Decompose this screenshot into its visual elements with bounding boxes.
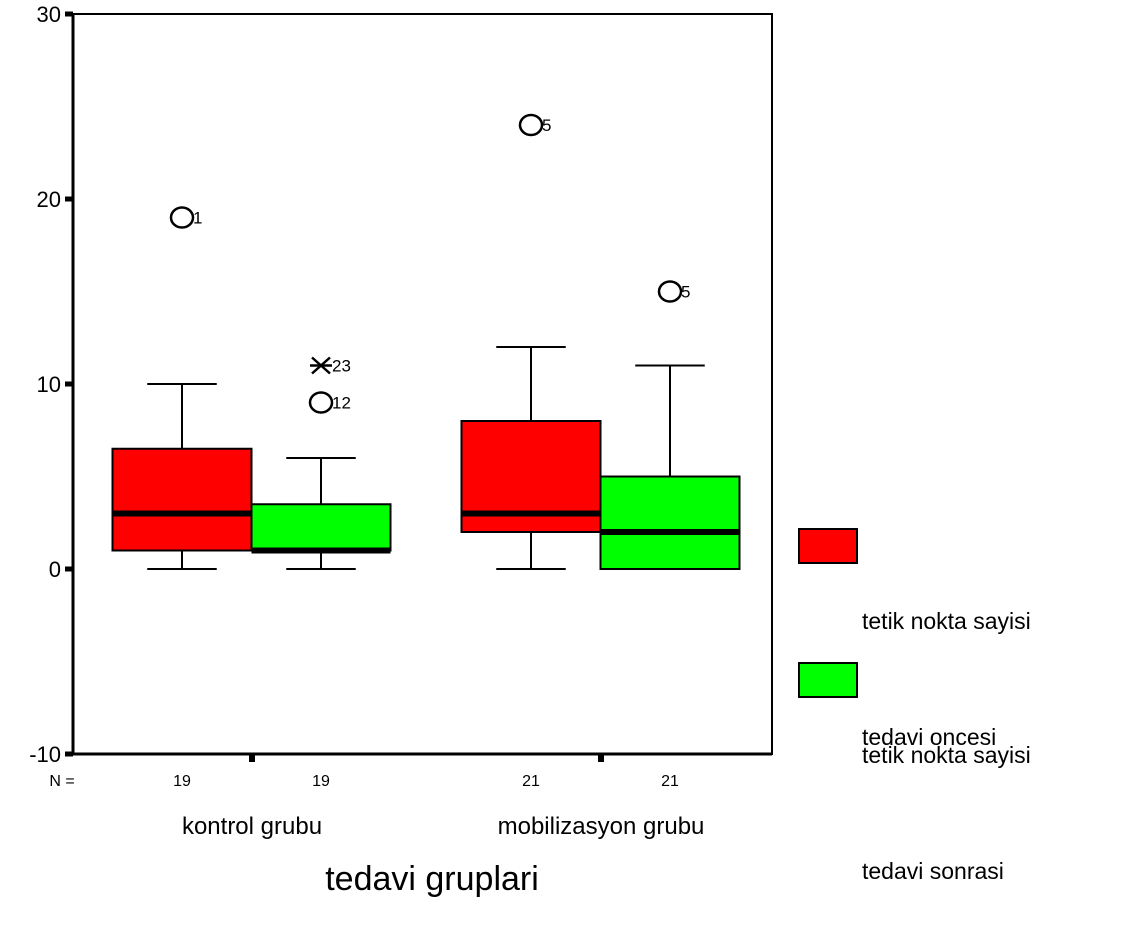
y-tick-label-10: 10 [37,372,61,397]
box-s0-g0 [111,447,253,552]
y-tick-20 [65,196,73,202]
outlier-circle-s0-g1-0 [518,113,544,137]
x-tick-0 [249,754,255,762]
y-tick--10 [65,751,73,757]
outlier-circle-s0-g0-0 [169,206,195,229]
legend: tetik nokta sayisi tedavi oncesi tetik n… [798,528,1118,884]
n-value-s0-g0: 19 [173,773,191,790]
y-tick-label-20: 20 [37,187,61,212]
outlier-label-s0-g0-0: 1 [193,209,202,228]
outlier-circle-s1-g1-0 [657,280,683,303]
outlier-label-s0-g1-0: 5 [542,116,551,135]
n-value-s0-g1: 21 [522,773,540,790]
y-tick-label--10: -10 [29,742,61,767]
outlier-label-s1-g0-1: 12 [332,394,351,413]
n-prefix-label: N = [49,773,74,790]
legend-label-after-line2: tedavi sonrasi [862,858,1004,884]
category-label-0: kontrol grubu [182,813,322,840]
legend-swatch-before [798,528,858,564]
y-tick-0 [65,566,73,572]
outlier-label-s1-g1-0: 5 [681,283,690,302]
category-label-1: mobilizasyon grubu [498,813,705,840]
legend-item-after: tetik nokta sayisi tedavi sonrasi [798,662,1118,884]
outlier-circle-s1-g0-1 [308,391,334,414]
x-axis-title: tedavi gruplari [325,860,539,898]
legend-item-before: tetik nokta sayisi tedavi oncesi [798,528,1118,750]
legend-label-before-line2: tedavi oncesi [862,724,997,750]
y-tick-30 [65,11,73,17]
y-tick-10 [65,381,73,387]
n-value-s1-g1: 21 [661,773,679,790]
box-s1-g0 [250,503,392,552]
box-s1-g1 [599,475,741,570]
x-tick-1 [598,754,604,762]
n-value-s1-g0: 19 [312,773,330,790]
y-tick-label-30: 30 [37,2,61,27]
legend-label-after-line1: tetik nokta sayisi [862,742,1031,768]
outlier-label-s1-g0-0: 23 [332,357,351,376]
legend-label-before-line1: tetik nokta sayisi [862,608,1031,634]
y-tick-label-0: 0 [49,557,61,582]
legend-swatch-after [798,662,858,698]
